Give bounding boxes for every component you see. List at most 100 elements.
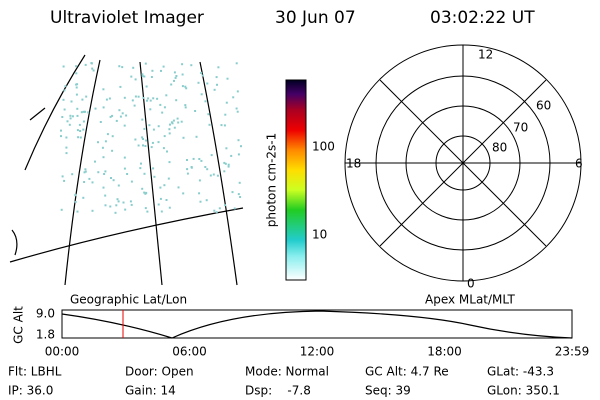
speck (217, 66, 220, 69)
speck (166, 150, 168, 153)
speck (76, 210, 79, 213)
orbit-frame (61, 309, 573, 339)
speck (125, 114, 128, 117)
speck (162, 147, 165, 150)
speck (204, 166, 207, 168)
speck (60, 135, 62, 138)
speck (99, 121, 102, 123)
speck (168, 132, 171, 135)
speck (104, 204, 107, 207)
speck (79, 136, 82, 139)
speck (75, 93, 78, 96)
speck (124, 208, 127, 211)
speck (142, 144, 144, 147)
speck (91, 67, 94, 70)
speck (205, 199, 208, 202)
speck (182, 192, 185, 195)
speck (132, 66, 135, 69)
speck (144, 62, 147, 65)
speck (168, 128, 171, 131)
speck (122, 201, 125, 204)
speck (133, 104, 136, 107)
speck (123, 96, 126, 99)
speck (131, 99, 134, 102)
speck (111, 114, 114, 117)
orbit-x-tick: 12:00 (300, 345, 335, 359)
mlat-label: 80 (492, 141, 507, 155)
speck (168, 161, 171, 164)
speck (194, 110, 197, 112)
speck (102, 88, 105, 91)
speck (61, 116, 64, 118)
speck (141, 118, 144, 121)
speck (143, 75, 146, 78)
speck (198, 192, 201, 195)
speck (101, 146, 104, 149)
speck (237, 139, 240, 142)
speck (198, 179, 201, 182)
speck (121, 66, 124, 69)
speck (184, 85, 187, 88)
speck (235, 107, 238, 110)
mlat-label: 70 (513, 121, 528, 135)
speck (102, 106, 105, 109)
speck (75, 86, 78, 89)
info-field: Dsp: -7.8 (245, 384, 311, 398)
speck (212, 173, 215, 176)
speck (168, 206, 171, 209)
speck (129, 200, 132, 203)
speck (91, 209, 94, 212)
speck (165, 94, 168, 97)
speck (139, 167, 142, 170)
speck (163, 135, 166, 138)
orbit-label: Geographic Lat/Lon (70, 293, 187, 307)
speck (213, 88, 216, 91)
speck (60, 129, 62, 132)
speck (65, 146, 68, 149)
speck (123, 167, 126, 170)
speck (109, 205, 112, 208)
info-field: IP: 36.0 (8, 384, 53, 398)
speck (74, 194, 77, 197)
speck (83, 171, 86, 174)
info-field: GLon: 350.1 (487, 384, 560, 398)
speck (70, 100, 73, 103)
speck (108, 97, 111, 100)
speck (235, 62, 238, 65)
speck (97, 141, 99, 144)
info-field: GLat: -43.3 (487, 365, 554, 379)
title: Ultraviolet Imager (50, 8, 204, 28)
speck (71, 173, 74, 176)
speck (130, 203, 133, 206)
speck (68, 123, 71, 126)
speck (63, 108, 66, 111)
info-field: Seq: 39 (365, 384, 411, 398)
speck (225, 101, 228, 104)
speck (167, 177, 170, 180)
info-field: Door: Open (125, 365, 194, 379)
speck (116, 198, 119, 201)
speck (230, 154, 233, 157)
speck (192, 157, 195, 160)
speck (216, 83, 218, 86)
speck (79, 130, 82, 132)
speck (141, 74, 144, 77)
speck (76, 114, 79, 117)
speck (173, 126, 176, 129)
speck (209, 174, 212, 177)
speck (65, 152, 68, 155)
speck (225, 147, 228, 150)
info-field: Flt: LBHL (8, 365, 62, 379)
speck (142, 96, 145, 99)
speck (200, 93, 203, 96)
orbit-x-tick: 06:00 (172, 345, 207, 359)
speck (215, 76, 218, 79)
speck (198, 158, 201, 160)
info-field: Gain: 14 (125, 384, 176, 398)
speck (78, 123, 81, 126)
speck (224, 204, 227, 207)
speck (160, 69, 162, 72)
speck (224, 113, 227, 116)
speck (149, 108, 152, 111)
speck (75, 83, 78, 86)
